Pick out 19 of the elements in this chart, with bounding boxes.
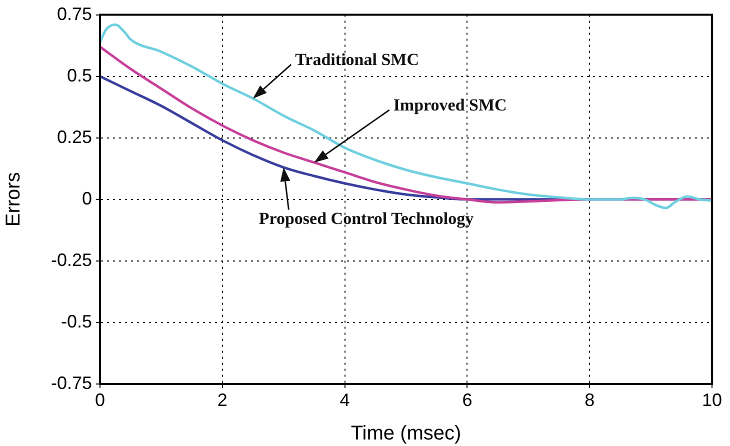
y-tick-label: 0: [82, 188, 92, 208]
line-series: [100, 23, 712, 210]
annotation: Traditional SMC: [295, 50, 419, 69]
annotation: Proposed Control Technology: [258, 209, 474, 228]
x-tick-label: 4: [340, 390, 350, 410]
x-axis-title: Time (msec): [350, 422, 462, 445]
y-axis-title: Errors: [2, 172, 25, 227]
y-tick-label: 0.75: [56, 4, 92, 24]
y-tick-label: -0.5: [60, 311, 92, 332]
x-tick-label: 10: [702, 390, 722, 410]
annotation: Improved SMC: [393, 95, 507, 114]
y-tick-label: 0.5: [66, 65, 92, 86]
y-tick-label: 0.25: [56, 126, 92, 147]
y-tick-label: -0.75: [50, 372, 92, 393]
x-tick-label: 8: [584, 390, 595, 410]
x-tick-label: 2: [217, 390, 228, 410]
y-tick-label: -0.25: [50, 250, 92, 270]
x-tick-label: 0: [94, 390, 106, 410]
x-tick-label: 6: [462, 390, 472, 410]
